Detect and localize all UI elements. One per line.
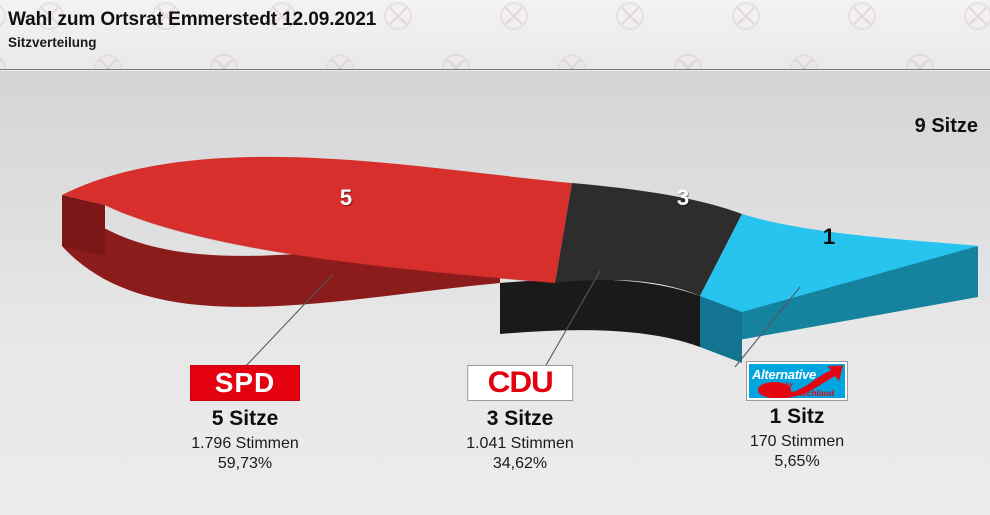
legend-seats-afd: 1 Sitz — [769, 405, 825, 428]
page-title: Wahl zum Ortsrat Emmerstedt 12.09.2021 — [8, 9, 377, 30]
leader-line-afd — [734, 286, 801, 368]
legend-spd[interactable]: SPD 5 Sitze 1.796 Stimmen 59,73% — [190, 364, 300, 474]
legend-votes-cdu: 1.041 Stimmen — [466, 435, 574, 452]
cdu-segment-side — [500, 279, 700, 347]
legend-votes-spd: 1.796 Stimmen — [191, 435, 299, 452]
afd-logo-inner: Alternative für Deutschland — [749, 364, 845, 398]
afd-red-arrow-icon — [757, 365, 844, 398]
legend-percent-afd: 5,65% — [774, 453, 820, 470]
legend-afd[interactable]: Alternative für Deutschland 1 Sitz 170 S… — [746, 361, 848, 472]
cdu-logo-text: CDU — [487, 366, 553, 399]
afd-segment-side — [700, 246, 978, 347]
cdu-segment-top — [555, 183, 742, 296]
segment-seat-count-spd: 5 — [339, 185, 353, 210]
legend-cdu[interactable]: CDU 3 Sitze 1.041 Stimmen 34,62% — [466, 364, 574, 474]
afd-logo-wrap: Alternative für Deutschland — [746, 361, 848, 401]
spd-segment-left-cap — [62, 195, 105, 256]
leader-line-cdu — [544, 270, 601, 368]
page-subtitle: Sitzverteilung — [8, 35, 97, 50]
arc-inner-edge — [104, 204, 556, 284]
leader-line-spd — [244, 273, 334, 368]
seat-distribution-arc — [62, 156, 978, 368]
afd-logo: Alternative für Deutschland — [746, 361, 848, 401]
spd-logo-text: SPD — [214, 367, 276, 398]
cdu-logo: CDU — [466, 365, 573, 401]
legend-seats-spd: 5 Sitze — [211, 407, 279, 430]
afd-logo-text-sub: Deutschland — [783, 388, 835, 398]
spd-segment-side — [62, 195, 500, 307]
legend-percent-spd: 59,73% — [217, 455, 273, 472]
spd-logo-wrap: SPD — [190, 364, 300, 402]
spd-logo: SPD — [190, 365, 300, 401]
afd-logo-text-small: für — [785, 383, 793, 389]
legend-votes-afd: 170 Stimmen — [749, 433, 845, 450]
header-text-block: Wahl zum Ortsrat Emmerstedt 12.09.2021 S… — [0, 0, 990, 52]
legend-seats-cdu: 3 Sitze — [486, 407, 554, 430]
total-seats-label: 9 Sitze — [914, 115, 978, 137]
segment-seat-count-cdu: 3 — [676, 185, 690, 210]
legend-percent-cdu: 34,62% — [492, 455, 548, 472]
afd-logo-text-main: Alternative — [752, 367, 816, 382]
page-header: Wahl zum Ortsrat Emmerstedt 12.09.2021 S… — [0, 0, 990, 70]
afd-segment-top — [700, 214, 978, 312]
spd-segment-top — [62, 156, 572, 283]
segment-seat-count-afd: 1 — [822, 224, 836, 249]
cdu-logo-wrap: CDU — [466, 364, 574, 402]
chart-body: 9 Sitze — [0, 71, 990, 515]
afd-segment-left-cap — [700, 296, 742, 363]
